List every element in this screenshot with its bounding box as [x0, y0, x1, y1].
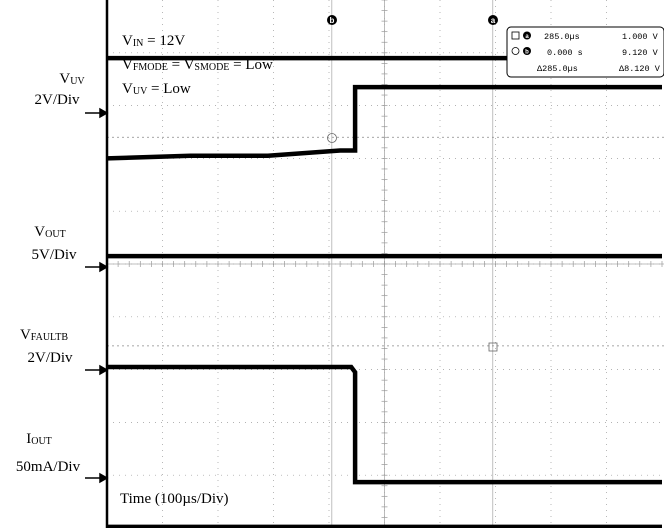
readout-row-a: a 285.0µs 1.000 V	[511, 31, 659, 42]
svg-text:VFAULTB: VFAULTB	[20, 327, 68, 343]
x-axis-label: Time (100µs/Div)	[120, 491, 229, 507]
cursor-a-marker: a	[488, 15, 498, 25]
condition-mode: VFMODE = VSMODE = Low	[122, 57, 273, 73]
svg-text:Δ285.0µs: Δ285.0µs	[537, 64, 578, 74]
svg-text:a: a	[525, 34, 529, 40]
graticule	[106, 0, 664, 528]
cursor-b-marker: b	[327, 15, 337, 25]
svg-text:285.0µs: 285.0µs	[544, 32, 580, 42]
ground-arrow-vuv	[85, 107, 109, 119]
readout-row-b: b 0.000 s 9.120 V	[511, 47, 659, 58]
channel-label-iout: IOUT 50mA/Div	[16, 431, 81, 475]
cursor-a-crosshair	[488, 342, 498, 352]
svg-text:b: b	[525, 50, 529, 56]
channel-label-vuv: VUV 2V/Div	[35, 71, 86, 108]
trace-vfaultb	[106, 84, 662, 161]
ground-arrows	[85, 107, 109, 484]
ground-arrow-vout	[85, 261, 109, 273]
channel-label-vfaultb: VFAULTB 2V/Div	[20, 327, 73, 366]
waveform-traces	[106, 55, 662, 528]
svg-text:IOUT: IOUT	[26, 431, 52, 447]
svg-text:Δ8.120 V: Δ8.120 V	[619, 64, 661, 74]
readout-delta: Δ285.0µs Δ8.120 V	[537, 64, 661, 74]
svg-text:9.120 V: 9.120 V	[622, 48, 659, 58]
svg-text:5V/Div: 5V/Div	[32, 247, 78, 263]
condition-vin: VIN = 12V	[122, 33, 185, 49]
svg-text:2V/Div: 2V/Div	[28, 350, 74, 366]
svg-text:1.000 V: 1.000 V	[622, 32, 659, 42]
svg-text:VOUT: VOUT	[34, 224, 65, 240]
svg-text:a: a	[491, 16, 496, 25]
ground-arrow-vfaultb	[85, 364, 109, 376]
condition-vuv: VUV = Low	[122, 81, 191, 97]
cursor-b-crosshair	[327, 133, 337, 143]
svg-text:50mA/Div: 50mA/Div	[16, 459, 81, 475]
cursor-readout: a 285.0µs 1.000 V b 0.000 s 9.120 V Δ285…	[506, 26, 664, 78]
svg-text:b: b	[330, 16, 335, 25]
ground-arrow-iout	[85, 472, 109, 484]
svg-text:0.000 s: 0.000 s	[547, 48, 583, 58]
channel-label-vout: VOUT 5V/Div	[32, 224, 78, 263]
svg-text:VUV: VUV	[59, 71, 85, 87]
trace-vfaultb2	[107, 364, 662, 485]
svg-text:2V/Div: 2V/Div	[35, 92, 81, 108]
